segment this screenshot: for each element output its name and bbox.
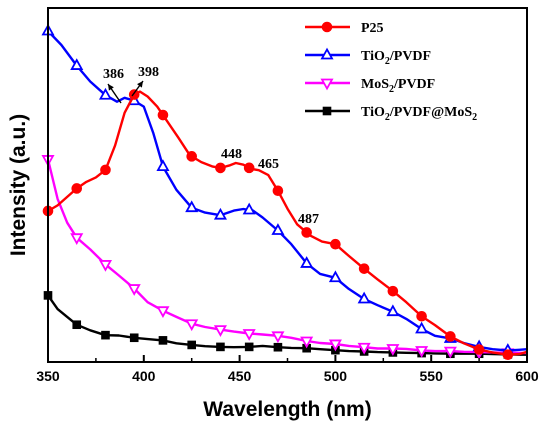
x-tick-label: 600 — [515, 368, 539, 384]
legend-item-p25: P25 — [305, 21, 384, 36]
legend-item-tio2-pvdf: TiO2/PVDF — [305, 47, 431, 67]
data-point-p25 — [301, 227, 312, 238]
data-point-tio2-pvdf — [328, 270, 342, 283]
data-point-mos2-pvdf — [271, 331, 285, 344]
x-axis-ticks: 350 400 450 500 550 600 — [36, 355, 539, 384]
series-mos2-pvdf — [41, 155, 528, 361]
legend-item-tio2-pvdf-mos2: TiO2/PVDF@MoS2 — [305, 105, 477, 123]
plot-area-frame — [47, 7, 528, 363]
data-point-p25 — [473, 344, 485, 355]
legend-label: P25 — [361, 21, 384, 36]
data-point-mos2-pvdf — [98, 260, 113, 272]
data-point-mos2-pvdf — [156, 306, 170, 319]
data-point-p25 — [243, 162, 255, 174]
data-point-tio2-pvdf — [357, 291, 371, 304]
data-point-tio2-pvdf — [271, 223, 285, 235]
legend-item-mos2-pvdf: MoS2/PVDF — [305, 77, 435, 95]
data-point-tio2-pvdf-mos2 — [273, 342, 283, 352]
data-point-p25 — [157, 109, 169, 121]
series-p25 — [42, 89, 528, 361]
x-tick-label: 500 — [324, 368, 348, 384]
data-point-p25 — [272, 185, 284, 197]
legend-marker — [320, 47, 334, 60]
x-axis-title: Wavelength (nm) — [203, 398, 371, 421]
data-point-tio2-pvdf-mos2 — [101, 330, 110, 340]
data-point-tio2-pvdf-mos2 — [187, 340, 196, 350]
data-point-tio2-pvdf-mos2 — [129, 333, 139, 343]
x-tick-label: 400 — [132, 368, 156, 384]
x-tick-label: 550 — [420, 368, 444, 384]
data-point-mos2-pvdf — [70, 233, 84, 246]
x-tick-label: 450 — [228, 368, 252, 384]
data-point-p25 — [387, 285, 399, 297]
data-point-tio2-pvdf-mos2 — [158, 336, 168, 345]
data-point-mos2-pvdf — [415, 346, 429, 358]
data-point-p25 — [502, 349, 514, 361]
legend-label: TiO2/PVDF@MoS2 — [361, 105, 477, 123]
peak-arrow — [107, 83, 122, 104]
data-point-tio2-pvdf — [386, 304, 400, 317]
data-point-tio2-pvdf — [415, 321, 429, 334]
data-point-p25 — [445, 331, 456, 342]
legend-marker — [321, 21, 333, 33]
data-point-tio2-pvdf-mos2 — [244, 342, 254, 352]
data-point-tio2-pvdf — [242, 202, 256, 215]
peak-arrow — [131, 80, 144, 97]
data-point-mos2-pvdf — [127, 284, 141, 296]
data-point-tio2-pvdf — [98, 87, 113, 100]
data-point-tio2-pvdf — [213, 207, 227, 220]
data-point-p25 — [330, 238, 341, 250]
data-point-mos2-pvdf — [185, 319, 199, 332]
peak-label: 398 — [138, 65, 159, 80]
data-point-mos2-pvdf — [386, 344, 400, 356]
data-point-mos2-pvdf — [300, 336, 314, 349]
legend: P25 TiO2/PVDF MoS2/PVDF TiO2/PVDF@MoS2 — [305, 21, 477, 123]
series-line-mos2-pvdf — [46, 159, 528, 355]
series-layer — [41, 23, 528, 361]
peak-label: 487 — [298, 212, 319, 227]
data-point-p25 — [186, 151, 197, 162]
peak-label: 386 — [103, 67, 124, 82]
data-point-tio2-pvdf — [185, 200, 199, 213]
data-point-mos2-pvdf — [213, 325, 227, 337]
data-point-mos2-pvdf — [443, 346, 457, 359]
y-axis-title: Intensity (a.u.) — [7, 114, 30, 256]
series-line-p25 — [47, 90, 528, 356]
legend-marker — [322, 106, 332, 116]
x-tick-label: 350 — [36, 368, 60, 384]
data-point-p25 — [416, 310, 427, 322]
data-point-tio2-pvdf — [156, 159, 170, 172]
legend-label: TiO2/PVDF — [361, 49, 431, 67]
series-line-tio2-pvdf-mos2 — [47, 294, 527, 356]
data-point-p25 — [71, 183, 83, 194]
data-point-tio2-pvdf-mos2 — [72, 320, 82, 330]
peak-annotations: 386 398 448 465 487 — [103, 65, 319, 227]
data-point-p25 — [358, 263, 370, 274]
legend-label: MoS2/PVDF — [361, 77, 435, 95]
peak-label: 465 — [258, 157, 279, 172]
data-point-p25 — [128, 89, 140, 100]
peak-label: 448 — [221, 147, 242, 162]
data-point-tio2-pvdf-mos2 — [216, 342, 225, 352]
data-point-p25 — [100, 164, 111, 176]
data-point-mos2-pvdf — [242, 329, 256, 341]
data-point-mos2-pvdf — [328, 339, 342, 352]
data-point-mos2-pvdf — [357, 342, 371, 355]
data-point-tio2-pvdf — [300, 256, 314, 268]
data-point-tio2-pvdf — [70, 58, 84, 70]
legend-marker — [320, 78, 334, 91]
data-point-p25 — [215, 162, 226, 174]
